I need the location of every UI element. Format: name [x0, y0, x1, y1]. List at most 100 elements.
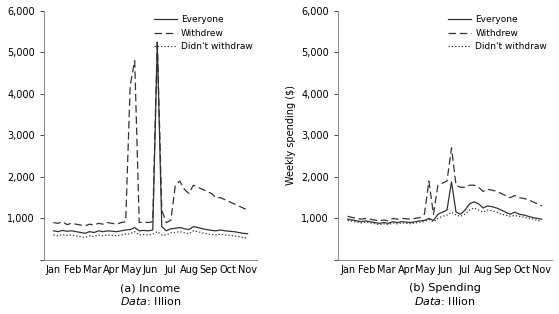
Everyone — [498, 208, 505, 212]
Withdrew — [199, 187, 206, 191]
Everyone — [77, 230, 84, 234]
Withdrew — [525, 198, 532, 202]
Didn't withdraw — [158, 233, 165, 237]
Didn't withdraw — [399, 221, 405, 225]
Didn't withdraw — [525, 216, 532, 220]
Didn't withdraw — [105, 233, 111, 237]
Withdrew — [131, 59, 138, 62]
Didn't withdraw — [475, 208, 482, 212]
Didn't withdraw — [100, 234, 106, 238]
Line: Withdrew: Withdrew — [348, 148, 542, 221]
Everyone — [154, 42, 160, 46]
Didn't withdraw — [381, 222, 387, 226]
Withdrew — [434, 183, 441, 187]
Didn't withdraw — [149, 232, 156, 236]
Didn't withdraw — [444, 213, 451, 217]
Everyone — [235, 230, 242, 234]
Withdrew — [136, 221, 143, 225]
Didn't withdraw — [203, 232, 210, 236]
Withdrew — [349, 216, 356, 219]
Everyone — [538, 217, 545, 221]
Withdrew — [122, 220, 129, 224]
Everyone — [50, 229, 57, 233]
Withdrew — [177, 179, 183, 183]
Withdrew — [371, 218, 378, 222]
Everyone — [212, 229, 219, 233]
Withdrew — [235, 204, 242, 208]
Didn't withdraw — [385, 223, 392, 226]
Withdrew — [507, 196, 514, 199]
Everyone — [199, 227, 206, 230]
Withdrew — [503, 194, 509, 198]
Everyone — [55, 230, 61, 234]
Withdrew — [430, 212, 437, 216]
Everyone — [222, 229, 229, 233]
Everyone — [186, 228, 192, 231]
Withdrew — [73, 222, 79, 226]
Everyone — [525, 214, 532, 218]
Everyone — [434, 212, 441, 216]
Legend: Everyone, Withdrew, Didn't withdraw: Everyone, Withdrew, Didn't withdraw — [448, 15, 547, 51]
Didn't withdraw — [122, 232, 129, 236]
Withdrew — [145, 221, 151, 225]
Withdrew — [421, 212, 428, 216]
Withdrew — [385, 219, 392, 223]
Everyone — [217, 228, 224, 232]
Everyone — [516, 212, 523, 216]
Withdrew — [453, 183, 459, 187]
Everyone — [381, 221, 387, 225]
Didn't withdraw — [199, 231, 206, 235]
Didn't withdraw — [453, 213, 459, 217]
Everyone — [358, 220, 364, 224]
Didn't withdraw — [240, 236, 247, 239]
Withdrew — [186, 192, 192, 195]
Didn't withdraw — [226, 234, 233, 237]
Withdrew — [484, 187, 491, 191]
Withdrew — [172, 183, 179, 187]
Didn't withdraw — [484, 208, 491, 212]
Withdrew — [95, 221, 102, 225]
Everyone — [127, 228, 134, 231]
Everyone — [168, 227, 174, 230]
Everyone — [399, 220, 405, 224]
Withdrew — [217, 196, 224, 199]
Withdrew — [140, 220, 147, 224]
Withdrew — [50, 221, 57, 225]
Everyone — [390, 220, 396, 224]
Didn't withdraw — [408, 222, 414, 226]
Withdrew — [105, 221, 111, 225]
Everyone — [529, 216, 536, 219]
Withdrew — [538, 204, 545, 208]
Everyone — [534, 216, 541, 220]
Withdrew — [362, 216, 369, 220]
Didn't withdraw — [109, 234, 116, 237]
Everyone — [231, 230, 238, 234]
Everyone — [511, 210, 518, 214]
Withdrew — [394, 217, 401, 221]
Withdrew — [534, 202, 541, 206]
Everyone — [448, 180, 455, 184]
Everyone — [208, 229, 215, 232]
Withdrew — [158, 208, 165, 212]
Withdrew — [190, 183, 197, 187]
Didn't withdraw — [489, 209, 495, 213]
Didn't withdraw — [59, 233, 66, 236]
Withdrew — [462, 185, 468, 189]
Didn't withdraw — [353, 220, 360, 224]
Didn't withdraw — [480, 210, 486, 214]
Didn't withdraw — [349, 219, 356, 223]
Everyone — [412, 220, 419, 224]
Withdrew — [529, 200, 536, 204]
Everyone — [394, 221, 401, 225]
Everyone — [462, 208, 468, 212]
Everyone — [444, 208, 451, 212]
Withdrew — [403, 217, 410, 221]
Withdrew — [127, 84, 134, 88]
Didn't withdraw — [195, 230, 201, 234]
Didn't withdraw — [358, 221, 364, 225]
Didn't withdraw — [507, 214, 514, 218]
Didn't withdraw — [434, 216, 441, 220]
Withdrew — [222, 198, 229, 202]
Didn't withdraw — [534, 219, 541, 222]
Didn't withdraw — [181, 231, 188, 235]
